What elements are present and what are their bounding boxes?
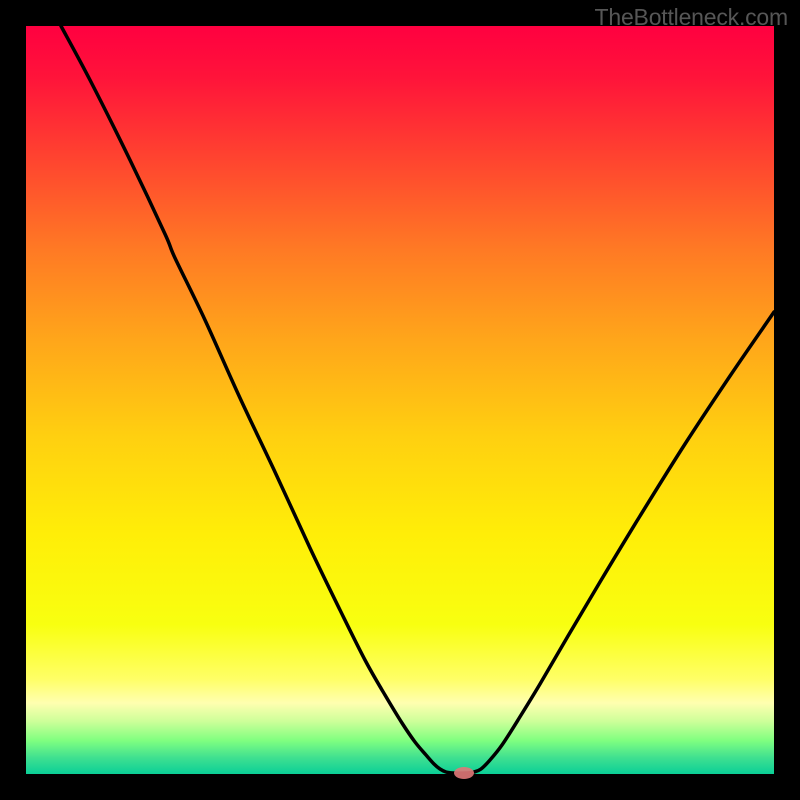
chart-container: { "watermark": { "text": "TheBottleneck.…	[0, 0, 800, 800]
watermark-text: TheBottleneck.com	[595, 4, 788, 31]
bottleneck-curve	[61, 26, 774, 773]
plot-frame	[13, 13, 787, 787]
valley-marker	[454, 767, 474, 779]
plot-background	[26, 26, 774, 774]
chart-canvas	[0, 0, 800, 800]
